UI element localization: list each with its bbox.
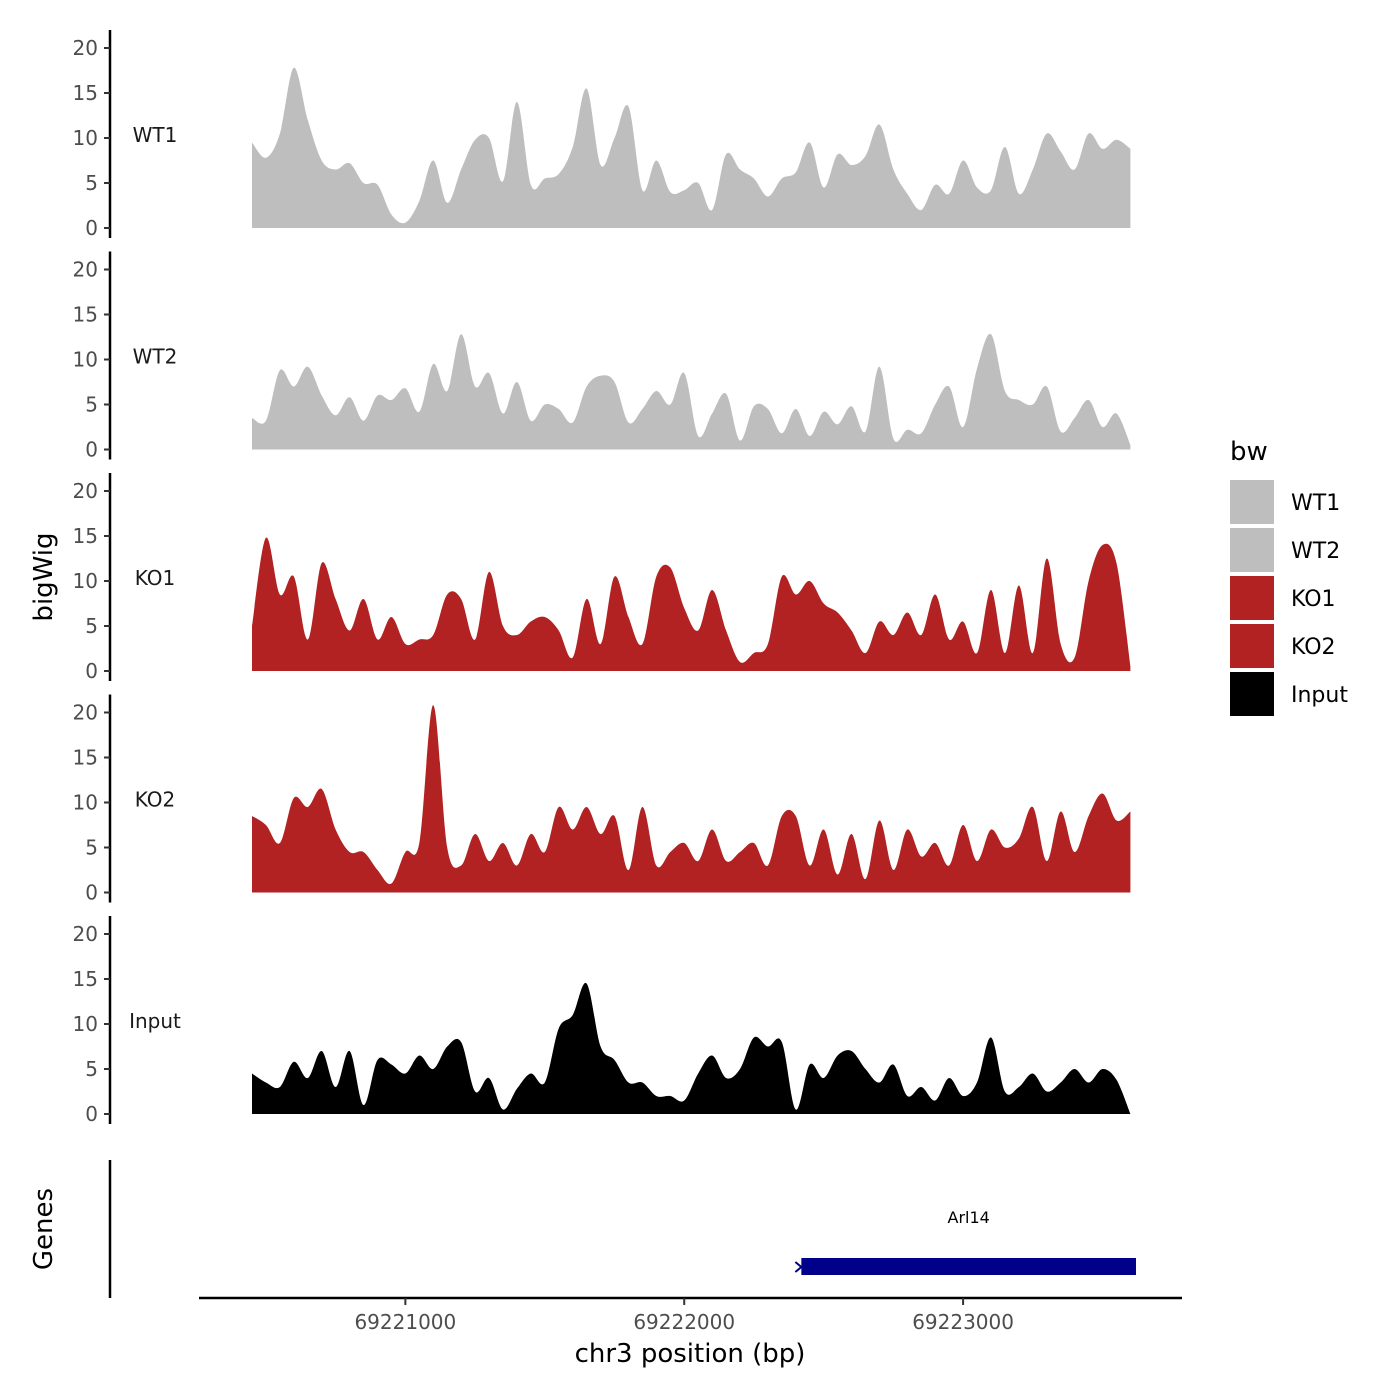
y-tick-label: 15	[73, 967, 98, 991]
genes-axis-title: Genes	[29, 1188, 59, 1270]
y-tick-label: 20	[73, 258, 98, 282]
legend-swatch-wt2	[1230, 528, 1274, 572]
track-wt1: 0 5 10 15 20 WT1	[73, 30, 1131, 240]
track-label-wt1: WT1	[133, 123, 178, 147]
gene-strand-arrow	[794, 1261, 803, 1273]
y-tick-label: 5	[85, 1057, 98, 1081]
legend-swatch-input	[1230, 672, 1274, 716]
y-tick-label: 5	[85, 171, 98, 195]
legend-title: bw	[1230, 437, 1268, 467]
y-tick-label: 0	[85, 881, 98, 905]
y-tick-label: 20	[73, 922, 98, 946]
legend-swatch-wt1	[1230, 480, 1274, 524]
track-label-input: Input	[129, 1009, 181, 1033]
y-tick-label: 15	[73, 303, 98, 327]
gene-track: Arl14	[108, 1160, 1136, 1298]
gene-bar-arl14	[801, 1258, 1136, 1275]
track-panels: 0 5 10 15 20 WT1 0 5 10 15 20 WT2 0 5 10 15 20 KO1 0 5 10 15 2…	[73, 30, 1131, 1126]
x-axis: 69221000 69222000 69223000	[199, 1296, 1182, 1334]
y-tick-label: 15	[73, 746, 98, 770]
x-tick-label: 69222000	[633, 1310, 735, 1334]
series-area-ko2	[252, 705, 1131, 893]
y-axis-title: bigWig	[29, 532, 59, 621]
legend: bw WT1 WT2 KO1 KO2 Input	[1230, 437, 1348, 716]
y-tick-label: 10	[73, 348, 98, 372]
track-label-wt2: WT2	[133, 345, 178, 369]
x-tick-label: 69221000	[354, 1310, 456, 1334]
y-tick-label: 0	[85, 216, 98, 240]
y-tick-label: 15	[73, 81, 98, 105]
y-tick-label: 0	[85, 1102, 98, 1126]
series-area-wt2	[252, 333, 1131, 450]
y-tick-label: 5	[85, 614, 98, 638]
track-label-ko1: KO1	[135, 566, 176, 590]
track-input: 0 5 10 15 20 Input	[73, 916, 1131, 1126]
series-area-ko1	[252, 537, 1131, 671]
track-ko2: 0 5 10 15 20 KO2	[73, 694, 1131, 905]
y-tick-label: 20	[73, 36, 98, 60]
legend-swatch-ko1	[1230, 576, 1274, 620]
y-tick-label: 10	[73, 569, 98, 593]
track-ko1: 0 5 10 15 20 KO1	[73, 473, 1131, 683]
track-wt2: 0 5 10 15 20 WT2	[73, 251, 1131, 462]
legend-label-ko2: KO2	[1291, 635, 1336, 660]
y-tick-label: 20	[73, 479, 98, 503]
legend-label-input: Input	[1291, 683, 1348, 708]
gene-label-arl14: Arl14	[948, 1208, 990, 1227]
track-label-ko2: KO2	[135, 788, 176, 812]
legend-label-wt1: WT1	[1291, 491, 1340, 516]
legend-swatch-ko2	[1230, 624, 1274, 668]
x-tick-label: 69223000	[912, 1310, 1014, 1334]
y-tick-label: 0	[85, 438, 98, 462]
y-tick-label: 15	[73, 524, 98, 548]
y-tick-label: 5	[85, 836, 98, 860]
y-tick-label: 5	[85, 393, 98, 417]
y-tick-label: 20	[73, 701, 98, 725]
y-tick-label: 10	[73, 1012, 98, 1036]
y-tick-label: 0	[85, 659, 98, 683]
y-tick-label: 10	[73, 791, 98, 815]
legend-label-ko1: KO1	[1291, 587, 1336, 612]
y-tick-label: 10	[73, 126, 98, 150]
series-area-input	[252, 982, 1131, 1114]
legend-label-wt2: WT2	[1291, 539, 1340, 564]
series-area-wt1	[252, 67, 1131, 228]
x-axis-title: chr3 position (bp)	[575, 1339, 806, 1369]
